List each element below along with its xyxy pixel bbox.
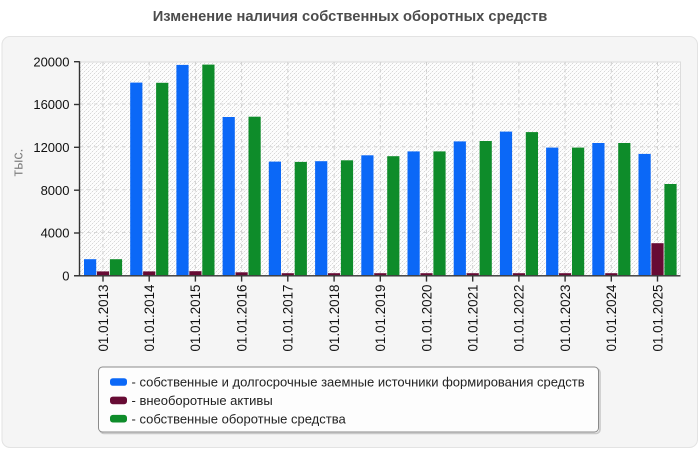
svg-text:01.01.2018: 01.01.2018 [327,285,342,352]
svg-text:01.01.2023: 01.01.2023 [558,285,573,352]
svg-text:01.01.2019: 01.01.2019 [373,285,388,352]
svg-text:тыс.: тыс. [11,149,27,177]
svg-text:01.01.2013: 01.01.2013 [96,285,111,352]
svg-text:01.01.2020: 01.01.2020 [419,285,434,352]
svg-text:01.01.2014: 01.01.2014 [142,284,157,352]
svg-text:- внеоборотные активы: - внеоборотные активы [132,393,273,408]
svg-text:- собственные оборотные средст: - собственные оборотные средства [132,411,347,426]
svg-text:Изменение наличия собственных: Изменение наличия собственных оборотных … [153,9,548,25]
svg-text:0: 0 [62,268,69,283]
svg-text:01.01.2025: 01.01.2025 [650,285,665,352]
svg-text:01.01.2024: 01.01.2024 [604,284,619,352]
svg-text:01.01.2016: 01.01.2016 [234,285,249,352]
svg-text:8000: 8000 [41,183,70,198]
svg-text:16000: 16000 [33,97,69,112]
svg-text:01.01.2015: 01.01.2015 [188,285,203,352]
svg-text:01.01.2021: 01.01.2021 [466,285,481,352]
svg-text:4000: 4000 [41,226,70,241]
svg-text:20000: 20000 [33,54,69,69]
svg-text:01.01.2017: 01.01.2017 [281,285,296,352]
svg-text:- собственные и долгосрочные з: - собственные и долгосрочные заемные ист… [132,375,585,390]
svg-text:12000: 12000 [33,140,69,155]
svg-text:01.01.2022: 01.01.2022 [512,285,527,352]
